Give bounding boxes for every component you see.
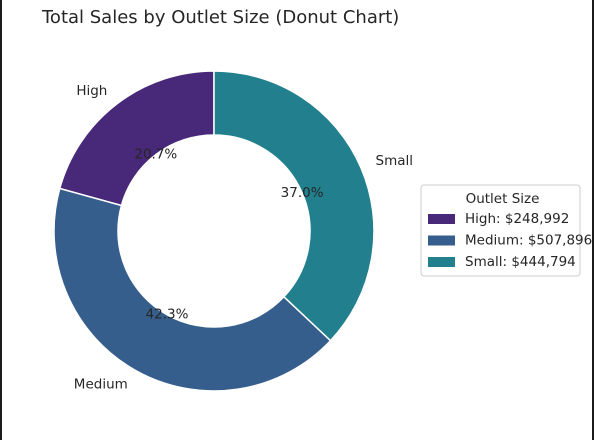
slice-medium [53,187,332,392]
legend: Outlet Size High: $248,992 Medium: $507,8… [420,184,592,277]
slice-label-small: Small [376,153,414,169]
percent-label-high: 20.7% [134,147,177,163]
slice-label-medium: Medium [74,376,128,392]
percent-labels: 20.7% 42.3% 37.0% [134,147,323,323]
percent-label-medium: 42.3% [146,307,189,323]
slice-label-high: High [76,83,107,99]
legend-swatch-medium [428,235,455,246]
legend-frame [420,184,581,277]
slice-small [213,70,375,342]
donut-slices [53,70,375,392]
percent-label-small: 37.0% [281,185,324,201]
legend-swatch-small [428,257,455,267]
legend-entry-high: High: $248,992 [465,211,569,227]
legend-swatch-high [428,214,455,224]
chart-title: Total Sales by Outlet Size (Donut Chart) [41,7,399,28]
legend-entry-small: Small: $444,794 [465,254,576,270]
slice-labels: High Medium Small [74,83,413,392]
legend-entry-medium: Medium: $507,896 [465,233,592,249]
legend-items: High: $248,992 Medium: $507,896 Small: $44… [428,211,592,270]
legend-title: Outlet Size [466,191,540,207]
